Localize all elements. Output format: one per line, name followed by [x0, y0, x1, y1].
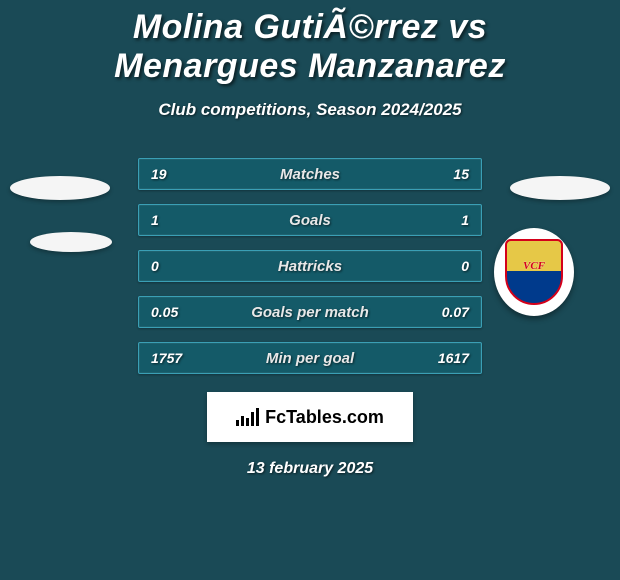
stat-right: 0.07 — [429, 304, 469, 320]
decor-ellipse-left-1 — [10, 176, 110, 200]
stat-right: 0 — [429, 258, 469, 274]
chart-icon — [236, 408, 259, 426]
stat-row-min-per-goal: 1757 Min per goal 1617 — [138, 342, 482, 374]
stat-right: 15 — [429, 166, 469, 182]
page-title: Molina GutiÃ©rrez vs Menargues Manzanare… — [0, 0, 620, 86]
club-badge: VCF — [494, 228, 574, 316]
stat-row-goals-per-match: 0.05 Goals per match 0.07 — [138, 296, 482, 328]
stat-label: Goals per match — [251, 304, 369, 321]
stat-label: Min per goal — [266, 350, 354, 367]
stat-right: 1 — [429, 212, 469, 228]
stat-left: 0.05 — [151, 304, 191, 320]
date-text: 13 february 2025 — [0, 460, 620, 478]
stat-row-matches: 19 Matches 15 — [138, 158, 482, 190]
stat-left: 1757 — [151, 350, 191, 366]
stat-right: 1617 — [429, 350, 469, 366]
stat-left: 1 — [151, 212, 191, 228]
club-badge-inner: VCF — [505, 239, 563, 305]
decor-ellipse-left-2 — [30, 232, 112, 252]
brand-text: FcTables.com — [265, 407, 384, 428]
subtitle: Club competitions, Season 2024/2025 — [0, 100, 620, 120]
stat-row-hattricks: 0 Hattricks 0 — [138, 250, 482, 282]
club-badge-text: VCF — [523, 260, 545, 272]
stat-left: 19 — [151, 166, 191, 182]
stat-label: Goals — [289, 212, 331, 229]
stat-label: Matches — [280, 166, 340, 183]
decor-ellipse-right-1 — [510, 176, 610, 200]
stat-row-goals: 1 Goals 1 — [138, 204, 482, 236]
stat-left: 0 — [151, 258, 191, 274]
brand-link[interactable]: FcTables.com — [207, 392, 413, 442]
stat-label: Hattricks — [278, 258, 342, 275]
